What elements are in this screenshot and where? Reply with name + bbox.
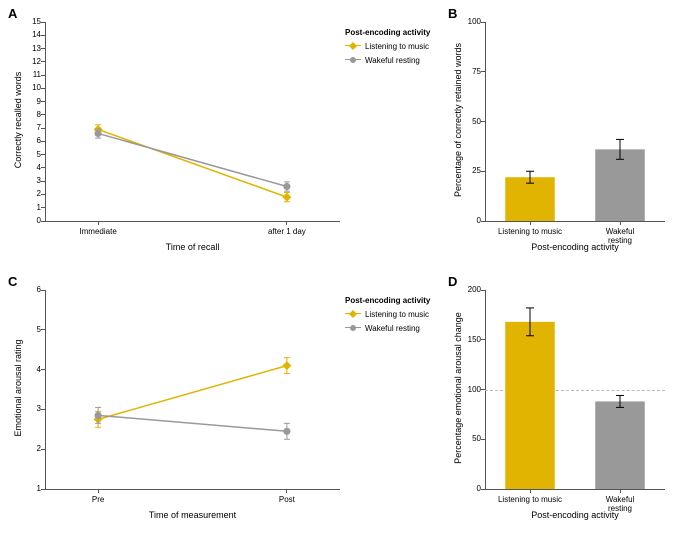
- ytick-label: 1: [15, 203, 41, 212]
- xlabel-d: Post-encoding activity: [485, 510, 665, 520]
- legend-a-title: Post-encoding activity: [345, 28, 430, 37]
- xtick-mark: [98, 489, 99, 493]
- ytick-label: 14: [15, 30, 41, 39]
- xtick-label: Listening to music: [498, 227, 562, 236]
- xtick-mark: [620, 489, 621, 493]
- legend-c-item-rest: Wakeful resting: [345, 322, 430, 334]
- legend-c-title: Post-encoding activity: [345, 296, 430, 305]
- plot-d: 050100150200Listening to musicWakeful re…: [485, 290, 665, 490]
- xtick-mark: [530, 489, 531, 493]
- ytick-label: 13: [15, 44, 41, 53]
- ylabel-a: Correctly recalled words: [13, 60, 23, 180]
- line-svg: [45, 290, 340, 489]
- ytick-label: 6: [15, 285, 41, 294]
- panel-a: A 0123456789101112131415Immediateafter 1…: [0, 0, 440, 268]
- plot-a: 0123456789101112131415Immediateafter 1 d…: [45, 22, 340, 222]
- xtick-label: Pre: [92, 495, 104, 504]
- xtick-mark: [98, 221, 99, 225]
- xtick-mark: [620, 221, 621, 225]
- legend-c-text-rest: Wakeful resting: [365, 324, 420, 333]
- ytick-label: 15: [15, 17, 41, 26]
- plot-b: 0255075100Listening to musicWakeful rest…: [485, 22, 665, 222]
- legend-c: Post-encoding activity Listening to musi…: [345, 296, 430, 336]
- legend-a-item-music: Listening to music: [345, 40, 430, 52]
- panel-d: D 050100150200Listening to musicWakeful …: [440, 268, 685, 537]
- bar-svg: [485, 22, 665, 221]
- legend-c-text-music: Listening to music: [365, 310, 429, 319]
- panel-b: B 0255075100Listening to musicWakeful re…: [440, 0, 685, 268]
- line-svg: [45, 22, 340, 221]
- ytick-label: 200: [455, 285, 481, 294]
- xtick-label: after 1 day: [268, 227, 306, 236]
- xtick-mark: [286, 221, 287, 225]
- plot-c: 123456PrePost: [45, 290, 340, 490]
- legend-a-text-rest: Wakeful resting: [365, 56, 420, 65]
- ytick-label: 100: [455, 17, 481, 26]
- xtick-mark: [530, 221, 531, 225]
- legend-a-item-rest: Wakeful resting: [345, 54, 430, 66]
- xtick-label: Listening to music: [498, 495, 562, 504]
- bar-svg: [485, 290, 665, 489]
- xtick-mark: [286, 489, 287, 493]
- legend-a: Post-encoding activity Listening to musi…: [345, 28, 430, 68]
- ytick-label: 0: [455, 484, 481, 493]
- ytick-label: 2: [15, 189, 41, 198]
- ytick-label: 0: [455, 216, 481, 225]
- legend-c-item-music: Listening to music: [345, 308, 430, 320]
- xlabel-c: Time of measurement: [45, 510, 340, 520]
- xtick-label: Immediate: [79, 227, 116, 236]
- xlabel-b: Post-encoding activity: [485, 242, 665, 252]
- panel-c: C 123456PrePost Emotional arousal rating…: [0, 268, 440, 537]
- xlabel-a: Time of recall: [45, 242, 340, 252]
- ylabel-b: Percentage of correctly retained words: [453, 30, 463, 210]
- ylabel-d: Percentage emotional arousal change: [453, 298, 463, 478]
- ytick-label: 0: [15, 216, 41, 225]
- figure: A 0123456789101112131415Immediateafter 1…: [0, 0, 685, 537]
- legend-a-text-music: Listening to music: [365, 42, 429, 51]
- ytick-label: 1: [15, 484, 41, 493]
- ylabel-c: Emotional arousal rating: [13, 328, 23, 448]
- xtick-label: Post: [279, 495, 295, 504]
